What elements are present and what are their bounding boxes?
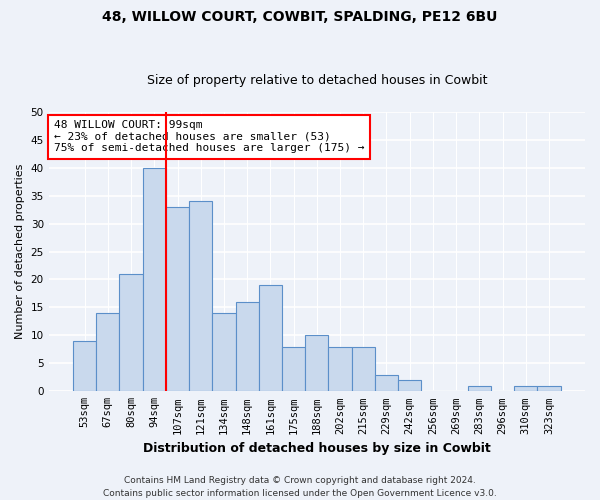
Bar xyxy=(328,346,352,392)
Bar xyxy=(398,380,421,392)
Bar xyxy=(96,313,119,392)
Text: Contains HM Land Registry data © Crown copyright and database right 2024.
Contai: Contains HM Land Registry data © Crown c… xyxy=(103,476,497,498)
Bar xyxy=(212,313,236,392)
Bar xyxy=(352,346,375,392)
Y-axis label: Number of detached properties: Number of detached properties xyxy=(15,164,25,339)
Bar xyxy=(259,285,282,392)
Bar xyxy=(282,346,305,392)
Bar xyxy=(305,336,328,392)
Text: 48, WILLOW COURT, COWBIT, SPALDING, PE12 6BU: 48, WILLOW COURT, COWBIT, SPALDING, PE12… xyxy=(103,10,497,24)
Bar xyxy=(143,168,166,392)
Text: 48 WILLOW COURT: 99sqm
← 23% of detached houses are smaller (53)
75% of semi-det: 48 WILLOW COURT: 99sqm ← 23% of detached… xyxy=(54,120,365,154)
Bar xyxy=(73,341,96,392)
Bar xyxy=(166,207,189,392)
Bar xyxy=(468,386,491,392)
Bar xyxy=(119,274,143,392)
Bar xyxy=(236,302,259,392)
Title: Size of property relative to detached houses in Cowbit: Size of property relative to detached ho… xyxy=(146,74,487,87)
X-axis label: Distribution of detached houses by size in Cowbit: Distribution of detached houses by size … xyxy=(143,442,491,455)
Bar xyxy=(538,386,560,392)
Bar xyxy=(375,374,398,392)
Bar xyxy=(189,201,212,392)
Bar xyxy=(514,386,538,392)
